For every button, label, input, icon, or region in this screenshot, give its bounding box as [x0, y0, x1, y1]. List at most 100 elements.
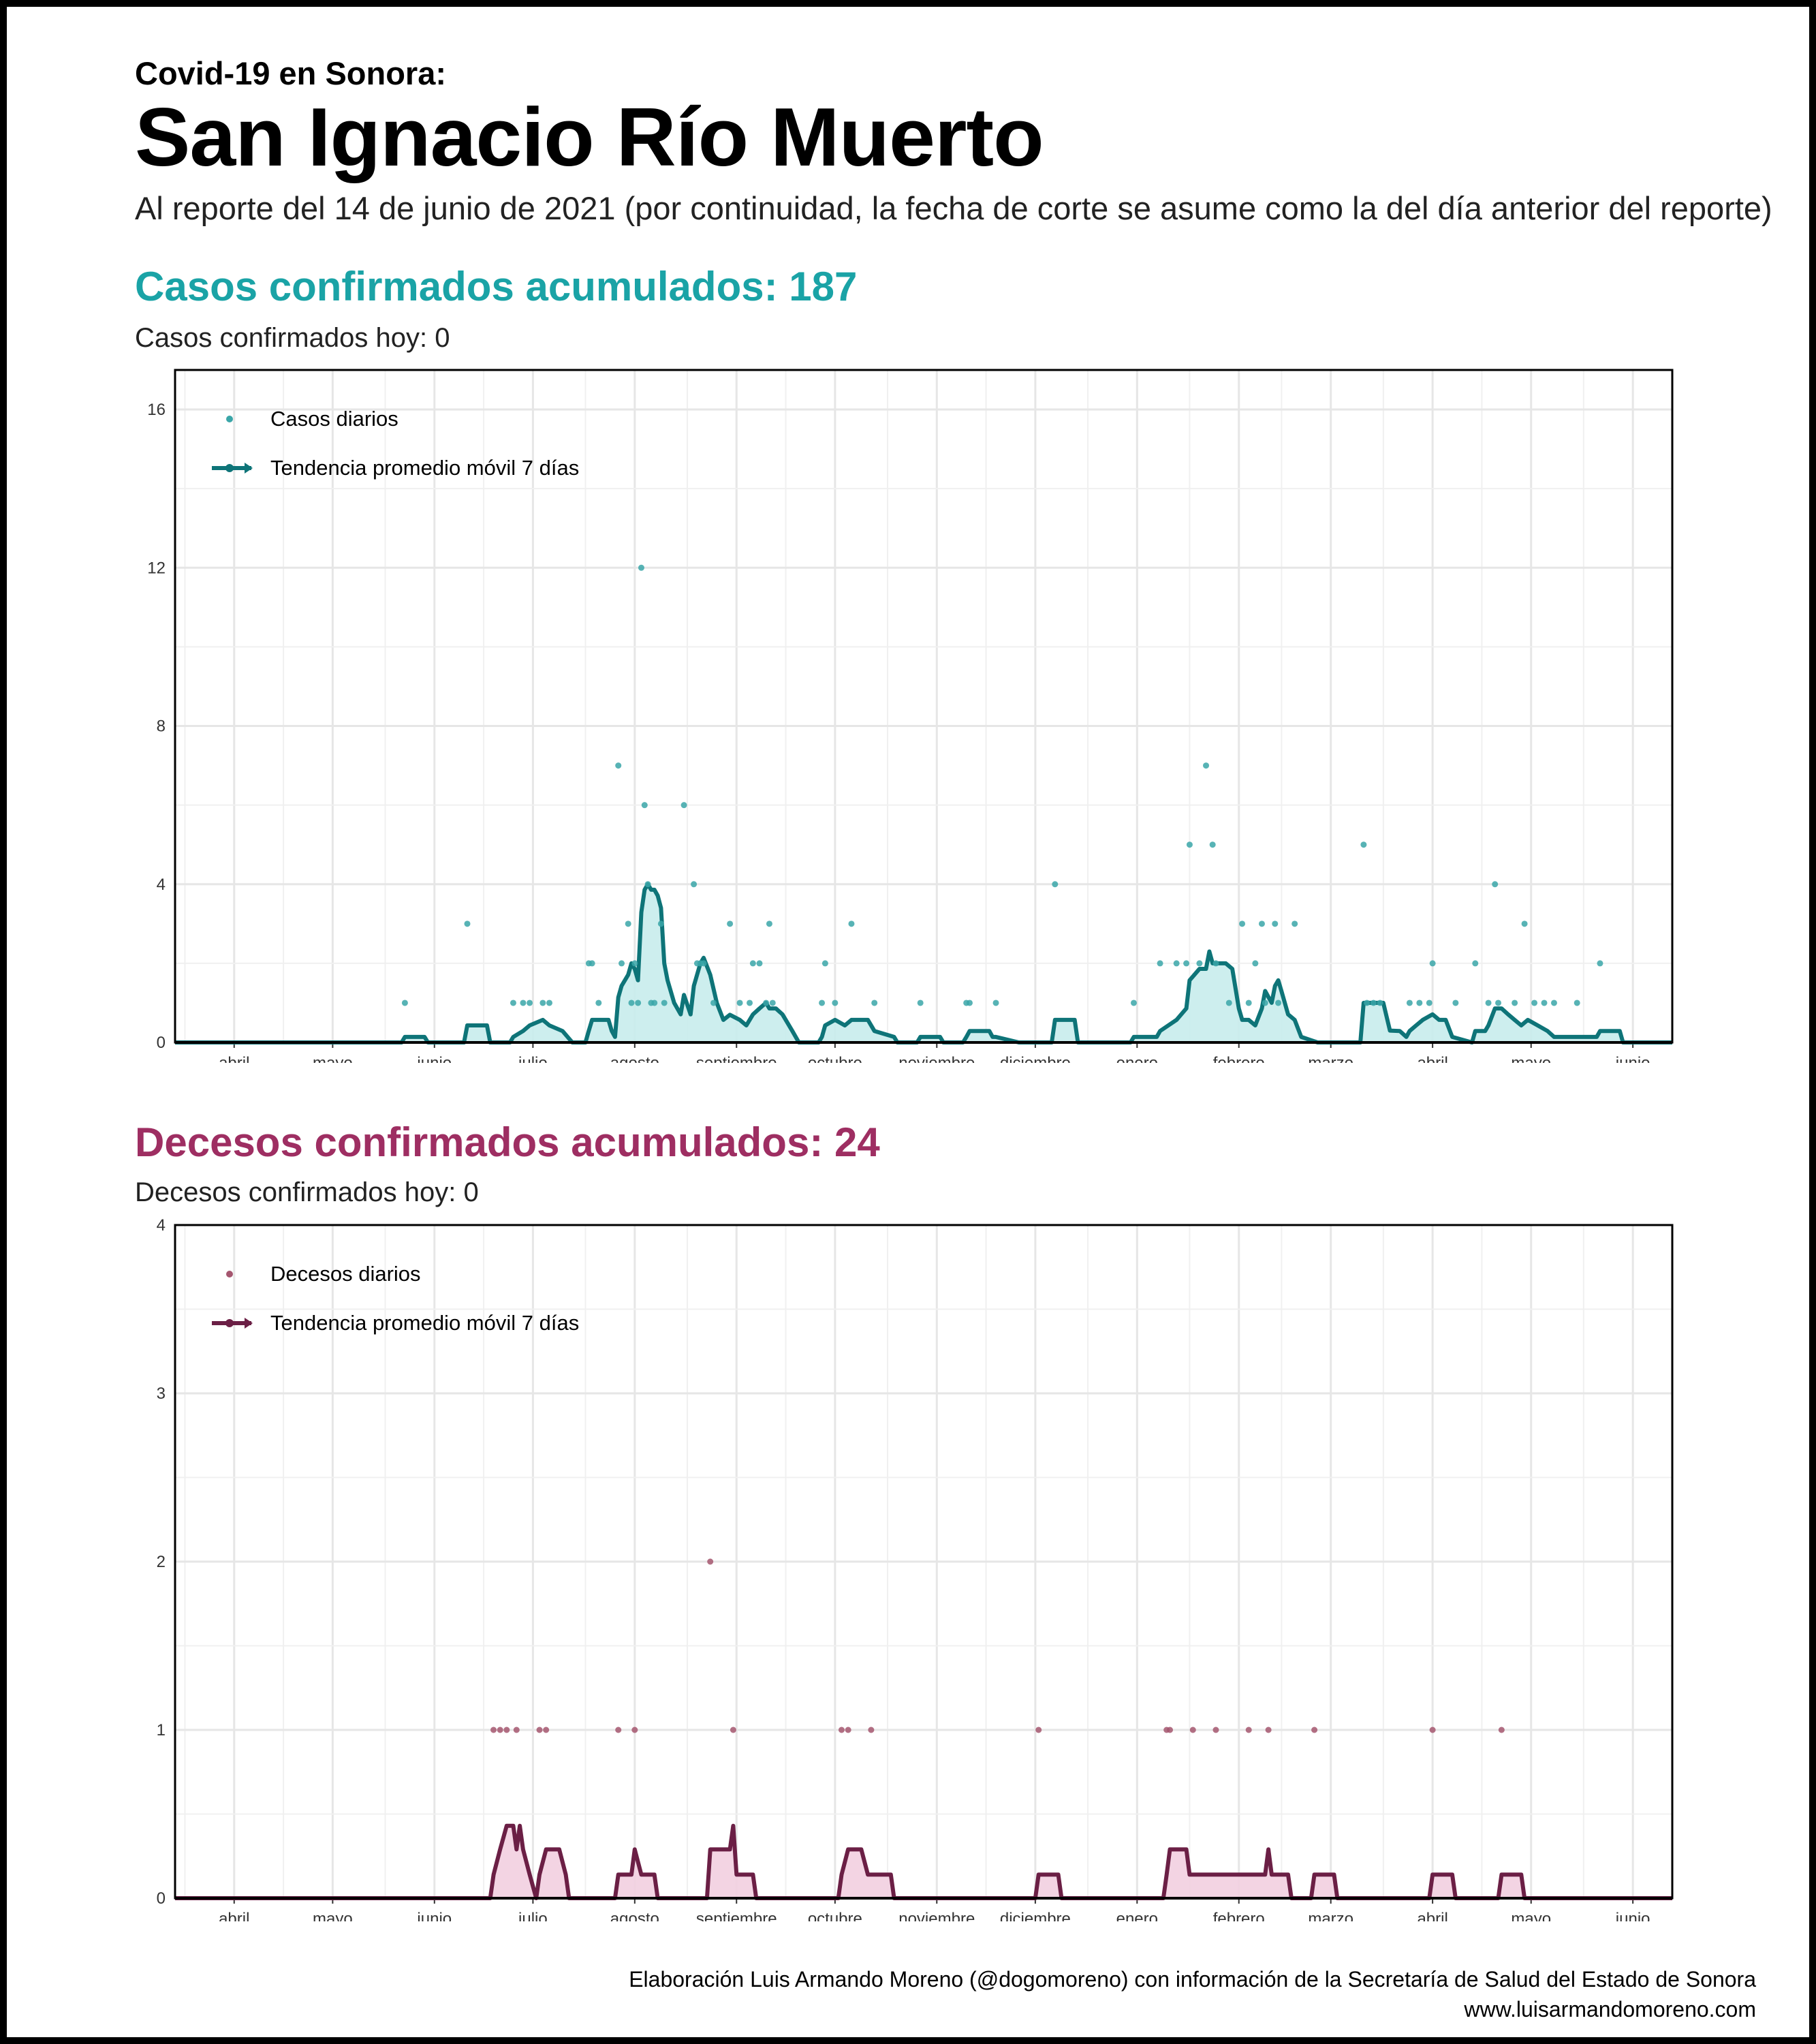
deaths-x-tick-label: mayo [1511, 1910, 1551, 1921]
cases-daily-point [1173, 960, 1180, 967]
cases-legend-point-key [226, 416, 233, 422]
deaths-cumulative-heading: Decesos confirmados acumulados: 24 [135, 1119, 880, 1165]
cases-daily-point [520, 1000, 527, 1006]
deaths-legend-line-dot [225, 1319, 234, 1327]
cases-daily-point [966, 1000, 973, 1006]
cases-daily-point [1512, 1000, 1518, 1006]
cases-daily-point [821, 960, 828, 967]
cases-daily-point [917, 1000, 924, 1006]
deaths-x-tick-label: febrero [1213, 1910, 1265, 1921]
cases-daily-point [631, 960, 638, 967]
cases-daily-point [1531, 1000, 1538, 1006]
deaths-daily-point [615, 1726, 622, 1733]
deaths-daily-point [730, 1726, 736, 1733]
deaths-daily-point [845, 1726, 851, 1733]
cases-daily-point [1183, 960, 1190, 967]
cases-legend-daily-label: Casos diarios [270, 407, 398, 431]
cases-daily-point [619, 960, 625, 967]
deaths-daily-point [1189, 1726, 1196, 1733]
cases-daily-point [1550, 1000, 1557, 1006]
deaths-legend-trend-label: Tendencia promedio móvil 7 días [270, 1311, 579, 1335]
deaths-x-tick-label: agosto [610, 1910, 659, 1921]
deaths-daily-point [497, 1726, 503, 1733]
deaths-daily-point [707, 1558, 714, 1565]
cases-daily-point [625, 920, 631, 927]
municipality-title: San Ignacio Río Muerto [135, 91, 1044, 183]
cases-daily-point [546, 1000, 552, 1006]
cases-daily-point [1377, 1000, 1383, 1006]
deaths-x-tick-label: septiembre [696, 1910, 777, 1921]
cases-daily-point [464, 920, 471, 927]
cases-daily-point [1364, 1000, 1371, 1006]
cases-daily-point [1541, 1000, 1548, 1006]
cases-x-tick-label: septiembre [696, 1054, 777, 1063]
cases-daily-point [539, 1000, 546, 1006]
cases-daily-point [992, 1000, 999, 1006]
cases-daily-point [1406, 1000, 1413, 1006]
deaths-x-tick-label: enero [1116, 1910, 1158, 1921]
cases-daily-point [1245, 1000, 1252, 1006]
cases-daily-point [1492, 881, 1499, 888]
cases-daily-point [1196, 960, 1203, 967]
cases-daily-point [595, 1000, 602, 1006]
cases-x-tick-label: noviembre [898, 1054, 975, 1063]
cases-daily-point [736, 1000, 743, 1006]
cases-daily-point [657, 920, 664, 927]
cases-daily-point [1212, 960, 1219, 967]
deaths-daily-point [513, 1726, 520, 1733]
deaths-daily-point [838, 1726, 845, 1733]
deaths-y-tick-label: 4 [157, 1216, 166, 1235]
deaths-y-tick-label: 3 [157, 1384, 166, 1403]
cases-daily-point [749, 960, 756, 967]
cases-daily-point [1472, 960, 1479, 967]
cases-daily-point [1485, 1000, 1492, 1006]
deaths-daily-point [1035, 1726, 1042, 1733]
cases-daily-point [763, 1000, 770, 1006]
cases-cumulative-heading: Casos confirmados acumulados: 187 [135, 264, 858, 309]
cases-x-tick-label: abril [1417, 1054, 1447, 1063]
cases-daily-point [651, 1000, 658, 1006]
deaths-legend-point-key [226, 1271, 233, 1278]
cases-daily-point [1275, 1000, 1282, 1006]
deaths-daily-point [1311, 1726, 1318, 1733]
deaths-y-tick-label: 0 [157, 1889, 166, 1908]
cases-x-tick-label: mayo [313, 1054, 353, 1063]
deaths-x-tick-label: diciembre [1000, 1910, 1071, 1921]
deaths-y-tick-label: 1 [157, 1721, 166, 1739]
cases-daily-point [1291, 920, 1298, 927]
cases-x-tick-label: junio [1615, 1054, 1650, 1063]
cases-x-tick-label: octubre [808, 1054, 862, 1063]
website-credit: www.luisarmandomoreno.com [1464, 1997, 1756, 2022]
deaths-daily-point [1167, 1726, 1174, 1733]
cases-today-label: Casos confirmados hoy: 0 [135, 323, 450, 353]
report-date-subtitle: Al reporte del 14 de junio de 2021 (por … [135, 190, 1772, 226]
deaths-x-tick-label: junio [416, 1910, 452, 1921]
cases-daily-point [1597, 960, 1603, 967]
deaths-daily-point [631, 1726, 638, 1733]
cases-daily-point [1426, 1000, 1433, 1006]
deaths-daily-point [1212, 1726, 1219, 1733]
cases-daily-point [766, 920, 772, 927]
cases-daily-point [1416, 1000, 1423, 1006]
cases-daily-point [1252, 960, 1259, 967]
deaths-x-tick-label: mayo [313, 1910, 353, 1921]
cases-daily-point [691, 881, 698, 888]
cases-daily-point [1130, 1000, 1137, 1006]
cases-chart: 0 4 8 12 16 abril mayo junio julio agosto septiemb… [147, 369, 1674, 1063]
cases-daily-point [628, 1000, 635, 1006]
deaths-trend-area [175, 1825, 1672, 1898]
cases-daily-point [1495, 1000, 1502, 1006]
cases-y-tick-label: 16 [147, 401, 166, 419]
cases-daily-point [1262, 1000, 1268, 1006]
cases-legend-trend-label: Tendencia promedio móvil 7 días [270, 456, 579, 480]
deaths-x-tick-label: junio [1615, 1910, 1650, 1921]
cases-x-tick-label: agosto [610, 1054, 659, 1063]
cases-daily-point [1574, 1000, 1580, 1006]
cases-daily-point [1272, 920, 1279, 927]
deaths-daily-point [1429, 1726, 1436, 1733]
cases-daily-point [1429, 960, 1436, 967]
cases-y-tick-label: 12 [147, 559, 166, 577]
deaths-x-tick-label: noviembre [898, 1910, 975, 1921]
cases-x-tick-label: junio [416, 1054, 452, 1063]
cases-daily-point [661, 1000, 668, 1006]
